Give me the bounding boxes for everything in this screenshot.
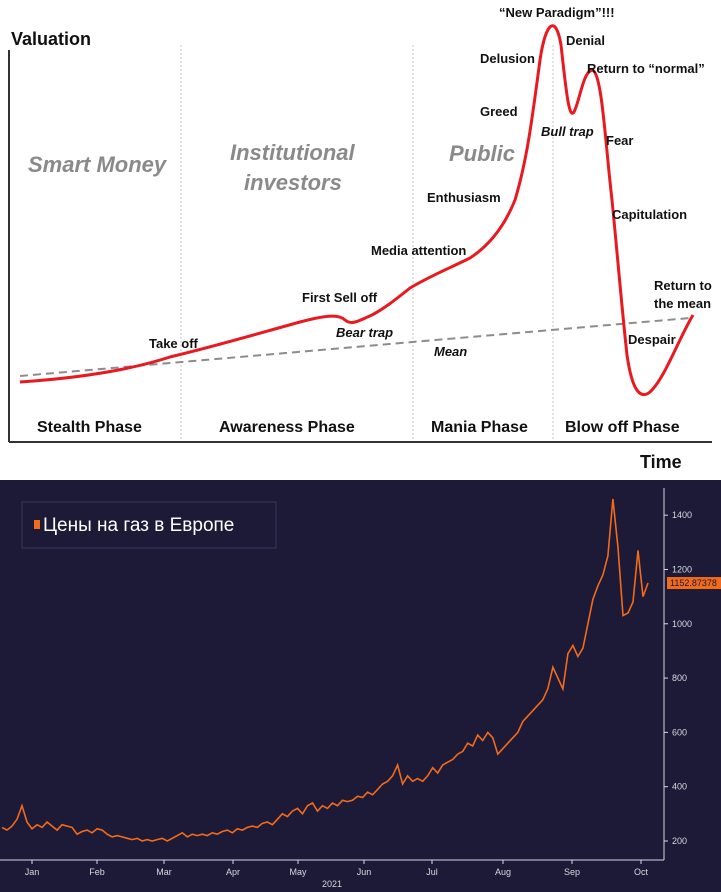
y-axis-title: Valuation bbox=[11, 29, 91, 49]
y-tick-group: 200 400 600 800 1000 1200 1400 bbox=[664, 510, 692, 846]
annotation-bear-trap: Bear trap bbox=[336, 325, 393, 340]
x-tick-label: Apr bbox=[226, 867, 240, 877]
gas-price-line bbox=[1, 498, 649, 842]
annotation-take-off: Take off bbox=[149, 336, 199, 351]
x-tick-label: Oct bbox=[634, 867, 649, 877]
y-tick-label: 200 bbox=[672, 836, 687, 846]
annotation-mean: Mean bbox=[434, 344, 467, 359]
x-tick-label: Jul bbox=[426, 867, 438, 877]
annotation-greed: Greed bbox=[480, 104, 518, 119]
last-value-label: 1152.87378 bbox=[670, 578, 717, 588]
market-cycle-svg: Valuation Time Smart Money Institutional… bbox=[8, 5, 712, 472]
annotation-first-sell-off: First Sell off bbox=[302, 290, 378, 305]
annotation-new-paradigm: “New Paradigm”!!! bbox=[499, 5, 615, 20]
group-public: Public bbox=[449, 141, 515, 166]
annotation-enthusiasm: Enthusiasm bbox=[427, 190, 501, 205]
legend-box bbox=[21, 501, 277, 549]
annotation-media-attention: Media attention bbox=[371, 243, 466, 258]
valuation-curve bbox=[19, 24, 695, 397]
annotation-capitulation: Capitulation bbox=[612, 207, 687, 222]
phase-blow-off: Blow off Phase bbox=[565, 419, 680, 436]
last-value-box bbox=[667, 577, 721, 590]
x-tick-label: Aug bbox=[495, 867, 511, 877]
y-tick-label: 1400 bbox=[672, 510, 692, 520]
y-tick-label: 800 bbox=[672, 673, 687, 683]
y-tick-label: 1200 bbox=[672, 564, 692, 574]
x-axis-title: Time bbox=[640, 452, 682, 472]
x-tick-label: May bbox=[289, 867, 307, 877]
mean-line bbox=[19, 317, 691, 377]
last-value-tag: 1152.87378 bbox=[667, 577, 721, 590]
annotation-bull-trap: Bull trap bbox=[541, 124, 594, 139]
y-tick-label: 1000 bbox=[672, 619, 692, 629]
annotation-return-to-normal: Return to “normal” bbox=[587, 61, 705, 76]
phase-mania: Mania Phase bbox=[431, 419, 528, 436]
group-institutional-investors: Institutional investors bbox=[230, 140, 356, 195]
gas-price-chart: Цены на газ в Европе 200 400 600 800 1000 120… bbox=[0, 480, 721, 892]
gas-price-svg: Цены на газ в Европе 200 400 600 800 1000 120… bbox=[0, 488, 721, 889]
x-tick-group: Jan Feb Mar Apr May Jun Jul Aug Sep Oct bbox=[25, 860, 649, 877]
x-axis-year: 2021 bbox=[322, 879, 342, 889]
y-tick-label: 400 bbox=[672, 782, 687, 792]
annotation-fear: Fear bbox=[606, 133, 633, 148]
annotation-denial: Denial bbox=[566, 33, 605, 48]
y-tick-label: 600 bbox=[672, 727, 687, 737]
x-tick-label: Mar bbox=[156, 867, 172, 877]
legend-label: Цены на газ в Европе bbox=[43, 515, 234, 536]
phase-awareness: Awareness Phase bbox=[219, 419, 355, 436]
x-tick-label: Jun bbox=[357, 867, 372, 877]
x-tick-label: Sep bbox=[564, 867, 580, 877]
annotation-delusion: Delusion bbox=[480, 51, 535, 66]
annotation-return-to-the-mean: Return to the mean bbox=[654, 278, 712, 311]
group-smart-money: Smart Money bbox=[28, 152, 168, 177]
annotation-despair: Despair bbox=[628, 332, 676, 347]
x-tick-label: Feb bbox=[89, 867, 105, 877]
legend-swatch bbox=[34, 520, 40, 529]
x-tick-label: Jan bbox=[25, 867, 40, 877]
market-cycle-chart: Valuation Time Smart Money Institutional… bbox=[8, 5, 712, 472]
phase-stealth: Stealth Phase bbox=[37, 419, 142, 436]
